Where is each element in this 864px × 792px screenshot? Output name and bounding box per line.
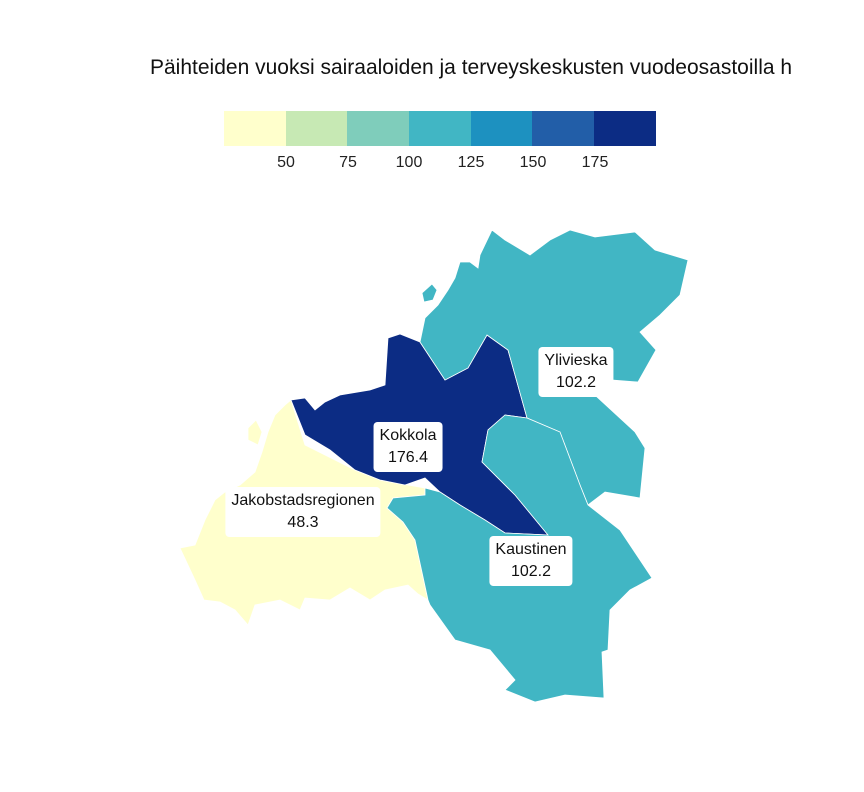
region-value: 102.2	[555, 374, 597, 391]
region-label-jakobstadsregionen: Jakobstadsregionen 48.3	[225, 487, 381, 537]
legend-swatch	[409, 111, 471, 146]
legend-tick-label: 100	[395, 154, 423, 171]
region-value: 48.3	[287, 514, 319, 531]
region-label-kokkola: Kokkola 176.4	[373, 422, 443, 472]
color-legend: 50 75 100 125 150 175	[224, 111, 656, 178]
legend-tick-label: 175	[581, 154, 609, 171]
region-name: Kokkola	[379, 427, 437, 444]
legend-tick-label: 150	[519, 154, 547, 171]
legend-swatch	[224, 111, 286, 146]
legend-color-bar	[224, 111, 656, 146]
region-value: 176.4	[387, 449, 429, 466]
region-shape-jakobstadsregionen-island[interactable]	[247, 419, 263, 446]
legend-tick-label: 50	[277, 154, 295, 171]
legend-swatch	[532, 111, 595, 146]
region-label-kaustinen: Kaustinen 102.2	[489, 536, 573, 586]
region-name: Kaustinen	[495, 541, 567, 558]
legend-swatch	[594, 111, 656, 146]
legend-tick-label: 75	[339, 154, 357, 171]
legend-swatch	[470, 111, 533, 146]
region-value: 102.2	[510, 563, 552, 580]
region-shape-ylivieska-island[interactable]	[421, 283, 438, 303]
legend-ticks: 50 75 100 125 150 175	[224, 154, 656, 178]
region-name: Jakobstadsregionen	[231, 492, 375, 509]
region-name: Ylivieska	[544, 352, 608, 369]
region-label-ylivieska: Ylivieska 102.2	[538, 347, 614, 397]
legend-swatch	[347, 111, 410, 146]
map-title: Päihteiden vuoksi sairaaloiden ja tervey…	[150, 56, 793, 79]
legend-tick-label: 125	[457, 154, 485, 171]
legend-swatch	[285, 111, 348, 146]
